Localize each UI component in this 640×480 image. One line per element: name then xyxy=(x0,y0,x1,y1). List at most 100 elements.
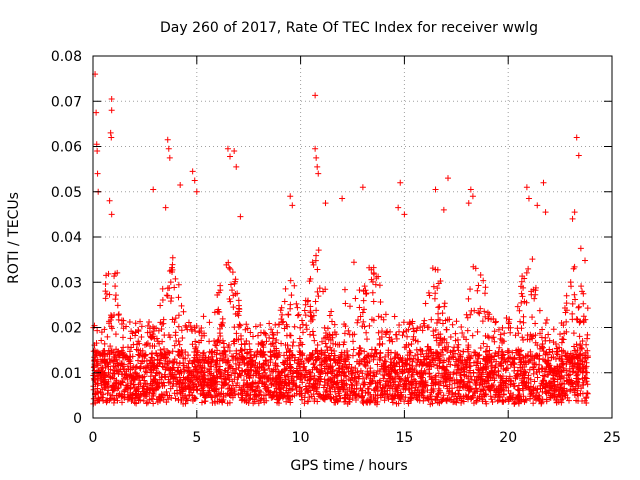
data-point xyxy=(369,278,376,285)
data-point xyxy=(265,362,272,369)
data-point xyxy=(531,295,538,302)
data-point xyxy=(318,375,325,382)
data-point xyxy=(112,270,119,277)
data-point xyxy=(229,367,236,374)
data-point xyxy=(479,318,486,325)
data-point xyxy=(278,304,285,311)
data-point xyxy=(499,348,506,355)
data-point xyxy=(227,265,234,272)
data-point xyxy=(503,384,510,391)
data-point xyxy=(582,374,589,381)
data-point xyxy=(583,341,590,348)
data-point xyxy=(439,364,446,371)
data-point xyxy=(237,322,244,329)
data-point xyxy=(533,352,540,359)
data-point xyxy=(331,352,338,359)
data-point xyxy=(482,284,489,291)
data-point xyxy=(515,394,522,401)
x-axis-label: GPS time / hours xyxy=(290,458,407,474)
data-point xyxy=(430,350,437,357)
data-point xyxy=(539,396,546,403)
data-point xyxy=(258,340,265,347)
data-point xyxy=(410,333,417,340)
data-point xyxy=(157,319,164,326)
data-point xyxy=(368,346,375,353)
data-point xyxy=(501,330,508,337)
data-point xyxy=(525,352,532,359)
data-point xyxy=(507,381,514,388)
data-point xyxy=(502,359,509,366)
data-point xyxy=(240,382,247,389)
data-point xyxy=(584,347,591,354)
data-point xyxy=(353,386,360,393)
data-point xyxy=(137,397,144,404)
data-point xyxy=(118,381,125,388)
data-point xyxy=(101,326,108,333)
data-point xyxy=(258,375,265,382)
data-point xyxy=(270,332,277,339)
data-point xyxy=(457,353,464,360)
data-point xyxy=(366,379,373,386)
data-point xyxy=(273,378,280,385)
data-point xyxy=(218,397,225,404)
data-point xyxy=(313,307,320,314)
data-point xyxy=(248,360,255,367)
data-point xyxy=(486,311,493,318)
data-point xyxy=(276,389,283,396)
data-point xyxy=(245,367,252,374)
data-point xyxy=(350,389,357,396)
data-point xyxy=(341,372,348,379)
data-point xyxy=(319,338,326,345)
data-point xyxy=(408,396,415,403)
data-point xyxy=(328,350,335,357)
data-point xyxy=(446,355,453,362)
data-point xyxy=(310,360,317,367)
data-point xyxy=(505,354,512,361)
data-point xyxy=(496,393,503,400)
data-point xyxy=(329,384,336,391)
data-point xyxy=(332,341,339,348)
data-point xyxy=(226,348,233,355)
data-point xyxy=(343,373,350,380)
data-point xyxy=(114,397,121,404)
data-point xyxy=(219,315,226,322)
data-point xyxy=(212,393,219,400)
data-point xyxy=(539,340,546,347)
data-point xyxy=(466,387,473,394)
data-point xyxy=(499,324,506,331)
data-point xyxy=(352,295,359,302)
data-point xyxy=(431,295,438,302)
data-point xyxy=(473,397,480,404)
data-point xyxy=(312,298,319,305)
data-point xyxy=(377,350,384,357)
data-point xyxy=(214,308,221,315)
data-point xyxy=(135,351,142,358)
data-point xyxy=(519,293,526,300)
data-point xyxy=(212,379,219,386)
data-point xyxy=(345,327,352,334)
data-point xyxy=(341,358,348,365)
data-point xyxy=(331,378,338,385)
data-point xyxy=(299,317,306,324)
data-point xyxy=(191,396,198,403)
data-point xyxy=(217,391,224,398)
data-point xyxy=(211,386,218,393)
data-point xyxy=(531,378,538,385)
data-point xyxy=(271,388,278,395)
data-point xyxy=(557,372,564,379)
data-point xyxy=(406,368,413,375)
data-point xyxy=(450,393,457,400)
data-point xyxy=(451,344,458,351)
data-point xyxy=(514,370,521,377)
data-point xyxy=(312,347,319,354)
data-point xyxy=(324,360,331,367)
data-point xyxy=(233,347,240,354)
data-point xyxy=(212,341,219,348)
data-point xyxy=(178,302,185,309)
data-point xyxy=(475,309,482,316)
data-point xyxy=(550,378,557,385)
data-point xyxy=(445,358,452,365)
data-point xyxy=(477,376,484,383)
data-point xyxy=(332,393,339,400)
data-point xyxy=(160,346,167,353)
